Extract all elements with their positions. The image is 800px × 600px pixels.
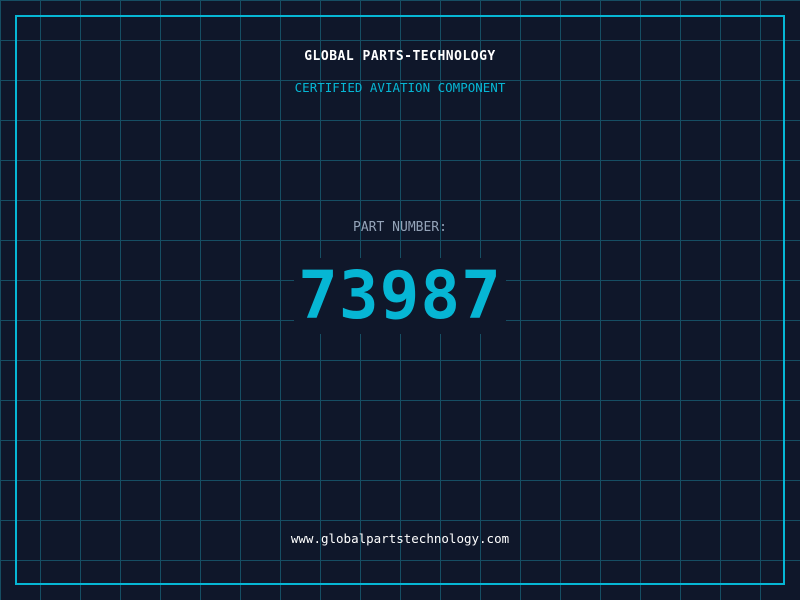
border-frame xyxy=(15,15,785,585)
company-title: GLOBAL PARTS-TECHNOLOGY xyxy=(304,49,496,64)
part-number-wrap: 73987 xyxy=(0,258,800,334)
part-number-value: 73987 xyxy=(294,258,506,334)
part-number-label: PART NUMBER: xyxy=(353,220,447,235)
website-url: www.globalpartstechnology.com xyxy=(290,531,510,546)
subtitle: CERTIFIED AVIATION COMPONENT xyxy=(294,80,506,95)
